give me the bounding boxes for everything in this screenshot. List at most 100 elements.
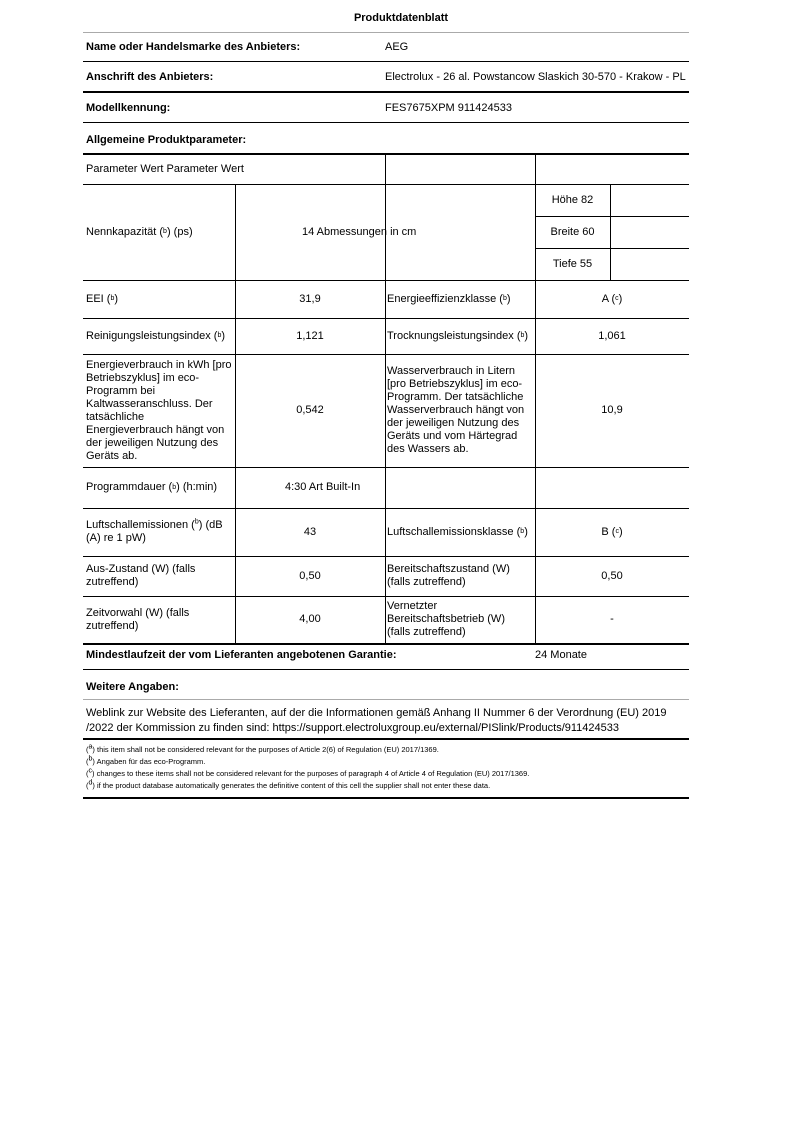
standby-value: 0,50 xyxy=(601,569,623,582)
table-header: Parameter Wert Parameter Wert xyxy=(86,162,244,175)
energy-label: Energieverbrauch in kWh [pro Betriebszyk… xyxy=(86,358,232,462)
page-title: Produktdatenblatt xyxy=(353,12,449,24)
value-text: A ( xyxy=(601,292,616,305)
label-text: Luftschallemissionsklasse ( xyxy=(387,525,521,538)
duration-label: Programmdauer (b) (h:min) xyxy=(86,481,218,493)
noise-class-label: Luftschallemissionsklasse (b) xyxy=(387,525,528,538)
supplier-label: Name oder Handelsmarke des Anbieters: xyxy=(86,41,301,53)
supplier-value: AEG xyxy=(385,41,409,53)
networked-standby-value: - xyxy=(610,613,614,625)
table-gridline xyxy=(83,556,689,557)
delay-label: Zeitvorwahl (W) (falls zutreffend) xyxy=(86,606,190,632)
label-text: ) xyxy=(221,329,226,342)
table-gridline xyxy=(610,184,611,280)
address-value: Electrolux - 26 al. Powstancow Slaskich … xyxy=(385,71,686,83)
footnote-mark: c xyxy=(88,767,93,775)
footnote-mark: d xyxy=(88,779,93,787)
dim-width: Breite 60 xyxy=(550,225,595,238)
footnote-text: if the product database automatically ge… xyxy=(97,781,491,790)
label-text: Trocknungsleistungsindex ( xyxy=(387,329,521,342)
label-text: Nennkapazität ( xyxy=(86,225,164,238)
label-text: ) xyxy=(524,329,529,342)
energy-value: 0,542 xyxy=(296,404,324,416)
table-top xyxy=(83,153,689,155)
footnote-b: (b) Angaben für das eco-Programm. xyxy=(86,755,206,767)
label-text: Energieeffizienzklasse ( xyxy=(387,292,503,305)
standby-label: Bereitschaftszustand (W) (falls zutreffe… xyxy=(387,563,510,588)
label-text: ) xyxy=(524,525,528,538)
weblink-text: Weblink zur Website des Lieferanten, auf… xyxy=(86,707,667,734)
table-gridline xyxy=(83,508,689,509)
footnote-ref: b xyxy=(194,518,199,526)
table-bottom xyxy=(83,643,689,645)
table-gridline xyxy=(83,184,689,185)
energy-class-value: A (c) xyxy=(601,292,623,305)
table-gridline xyxy=(83,467,689,468)
table-gridline xyxy=(535,154,536,643)
table-gridline xyxy=(83,318,689,319)
label-text: ) xyxy=(114,292,119,305)
footnote-d: (d) if the product database automaticall… xyxy=(86,779,491,791)
table-gridline xyxy=(535,216,689,217)
label-text: Programmdauer ( xyxy=(86,481,173,493)
eei-value: 31,9 xyxy=(299,292,321,305)
cleaning-value: 1,121 xyxy=(296,329,324,342)
footnote-text: this item shall not be considered releva… xyxy=(97,745,439,754)
divider xyxy=(83,669,689,670)
label-text: Luftschallemissionen ( xyxy=(86,519,195,531)
table-gridline xyxy=(83,596,689,597)
footnote-text: Angaben für das eco-Programm. xyxy=(96,757,206,766)
table-gridline xyxy=(83,280,689,281)
water-label: Wasserverbrauch in Litern [pro Betriebsz… xyxy=(387,365,525,455)
table-gridline xyxy=(235,184,236,643)
capacity-label: Nennkapazität (b) (ps) xyxy=(86,225,193,238)
divider xyxy=(83,738,689,740)
table-gridline xyxy=(385,154,386,643)
label-text-wrap: Luftschallemissionen (b) (dB (A) re 1 pW… xyxy=(86,518,232,545)
noise-value: 43 xyxy=(303,525,317,538)
dim-depth: Tiefe 55 xyxy=(552,257,593,270)
duration-value: 4:30 Art Built-In xyxy=(285,481,361,493)
footnote-c: (c) changes to these items shall not be … xyxy=(86,767,530,779)
more-label: Weitere Angaben: xyxy=(86,681,179,693)
footnote-text: changes to these items shall not be cons… xyxy=(96,769,530,778)
drying-value: 1,061 xyxy=(598,329,626,342)
warranty-value: 24 Monate xyxy=(535,649,587,661)
value-text: ) xyxy=(618,525,623,538)
divider xyxy=(83,91,689,93)
divider xyxy=(83,122,689,123)
address-label: Anschrift des Anbieters: xyxy=(86,71,214,83)
eei-label: EEI (b) xyxy=(86,292,119,305)
label-text: EEI ( xyxy=(86,292,111,305)
dim-height: Höhe 82 xyxy=(551,193,594,206)
capacity-value: 14 Abmessungen in cm xyxy=(302,225,417,238)
off-value: 0,50 xyxy=(299,569,321,582)
model-label: Modellkennung: xyxy=(86,102,171,114)
value-text: ) xyxy=(618,292,623,305)
value-text: B ( xyxy=(601,525,616,538)
energy-class-label: Energieeffizienzklasse (b) xyxy=(387,292,511,305)
cleaning-label: Reinigungsleistungsindex (b) xyxy=(86,329,226,342)
general-label: Allgemeine Produktparameter: xyxy=(86,134,247,146)
divider xyxy=(83,797,689,799)
divider xyxy=(83,32,689,33)
footnote-mark: a xyxy=(88,743,93,751)
divider xyxy=(83,699,689,700)
noise-label: Luftschallemissionen (b) (dB (A) re 1 pW… xyxy=(86,508,232,556)
label-text: ) (h:min) xyxy=(176,481,218,493)
label-text: ) xyxy=(506,292,511,305)
table-gridline xyxy=(535,248,689,249)
model-value: FES7675XPM 911424533 xyxy=(385,102,512,114)
networked-standby-label: Vernetzter Bereitschaftsbetrieb (W) (fal… xyxy=(387,600,505,638)
delay-value: 4,00 xyxy=(299,613,321,625)
footnote-a: (a) this item shall not be considered re… xyxy=(86,743,439,755)
warranty-label: Mindestlaufzeit der vom Lieferanten ange… xyxy=(86,649,397,661)
drying-label: Trocknungsleistungsindex (b) xyxy=(387,329,529,342)
label-text: ) (ps) xyxy=(166,225,193,238)
water-value: 10,9 xyxy=(601,404,623,416)
table-gridline xyxy=(83,354,689,355)
footnote-mark: b xyxy=(88,755,93,763)
label-text: Reinigungsleistungsindex ( xyxy=(86,329,218,342)
noise-class-value: B (c) xyxy=(601,525,623,538)
